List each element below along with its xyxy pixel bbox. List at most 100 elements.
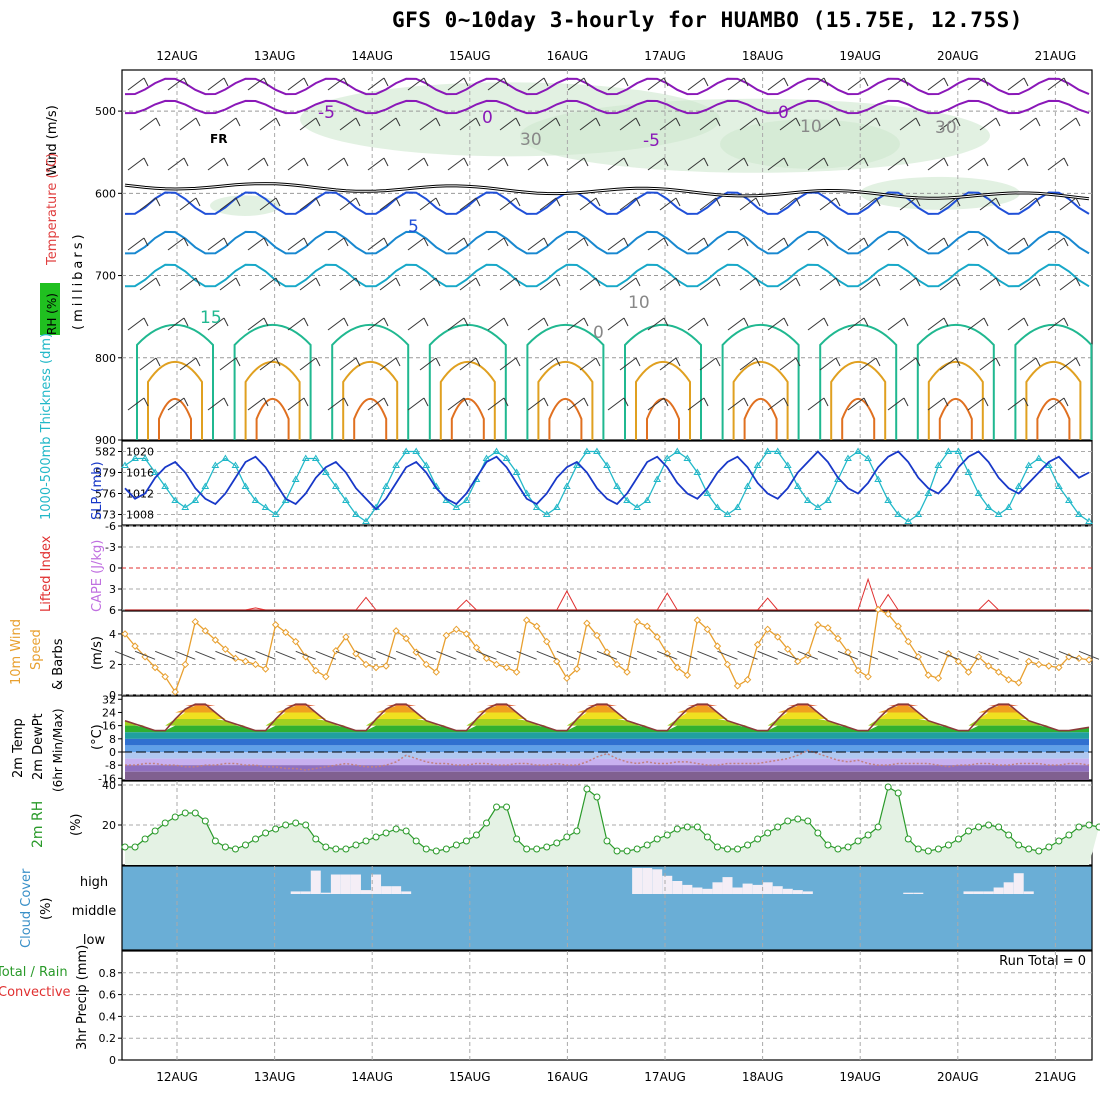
surface-wind-barb [938,650,959,660]
temp-contour-5 [124,191,1090,215]
wind-barb-flag [423,317,429,327]
wind-speed-marker [261,665,270,673]
wind-barb [367,397,385,411]
wind-barb [247,157,265,171]
wind-speed-marker [512,668,521,676]
wind-barb [979,277,997,291]
lifted-index-spike [456,599,477,611]
rh-marker [864,831,872,839]
wind-speed-marker [372,663,380,672]
cloud-level-label: low [83,933,106,948]
wind-speed-marker [593,631,601,640]
thickness-marker [623,496,631,503]
wind-barb [527,397,545,411]
wind-barb [287,157,305,171]
wind-barb [739,117,757,131]
wind-barb [1007,317,1025,331]
wind-speed-marker [442,631,451,640]
thickness-marker [151,468,160,475]
wind-barb-flag [343,77,349,87]
wind-barb-flag [1035,357,1041,367]
wind-barb [247,397,265,411]
thickness-marker [603,461,611,468]
wind-barb [927,237,945,251]
ua-wind-label: Wind (m/s) [45,105,60,176]
wind-barb [299,197,317,211]
wind-speed-marker [221,645,230,653]
wind-barb [527,77,545,91]
wind-barb [487,157,505,171]
temp-arch-contour [353,398,388,440]
wind-barb-flag [155,277,161,287]
surface-wind-barb [837,650,859,660]
cloud-label: Cloud Cover [19,868,34,948]
wind-barb [859,117,877,131]
wind-barb [167,237,185,251]
surface-wind-barb [817,650,839,660]
chart-title: GFS 0~10day 3-hourly for HUAMBO (15.75E,… [392,8,1023,32]
wind-barb [447,317,465,331]
surface-wind-barb [616,650,638,660]
surface-wind-barb [436,650,457,660]
wind-barb [699,277,717,291]
wind-barb-flag [395,357,401,367]
wind-barb-flag [555,197,561,207]
thickness-marker [191,496,200,503]
rh-marker [663,831,671,839]
wind-barb-flag [235,117,241,127]
rh-shading [720,119,900,169]
wind-barb-flag [755,117,761,127]
high-cloud-bar [782,888,793,894]
wind-barb-flag [943,157,949,167]
wind-barb-flag [875,117,881,127]
thickness-marker [352,510,360,517]
wind-speed-marker [653,633,661,641]
wind-barb-flag [423,397,429,407]
wind-barb-flag [943,317,949,327]
wind-barb [459,197,477,211]
wind-barb [339,117,357,131]
slp-line [124,450,1090,511]
wind-barb-flag [743,157,749,167]
wind-speed-marker [784,645,792,653]
t2m-label-line3: (6hr Min/Max) [51,709,65,793]
temp-arch-contour [721,323,800,440]
wind-barb-flag [183,317,189,327]
wind-barb [459,357,477,371]
y-tick-label: 573 [95,509,116,522]
wind-barb-flag [195,197,201,207]
surface-wind-barb [195,650,216,660]
thickness-marker [773,447,782,454]
wind-speed-marker [241,657,250,666]
wind-barb-flag [783,157,789,167]
wind-barb-flag [183,157,189,167]
wind-barb [1019,277,1037,291]
y-tick-label: 900 [95,434,116,447]
wind-barb-flag [475,117,481,127]
wind-barb-flag [983,317,989,327]
rh-marker [221,843,229,851]
temp-arch-contour [439,360,496,440]
wind-barb-flag [623,157,629,167]
wind-barb [659,117,677,131]
wind-barb [1019,357,1037,371]
rh-marker [1045,843,1053,851]
thickness-marker [613,482,621,489]
wind-barb [939,357,957,371]
wind-barb-flag [1063,397,1069,407]
high-cloud-bar [742,883,753,894]
surface-wind-barb [1078,650,1100,660]
rh-marker [211,837,219,845]
wind-barb-flag [303,157,309,167]
rh-marker [382,829,390,837]
rh-marker [141,835,149,843]
wind-barb [647,317,665,331]
wind-speed-marker [281,628,290,637]
wind-barb [139,117,157,131]
thickness-marker [673,447,682,454]
rh-marker [523,845,531,853]
wind-barb-flag [423,77,429,87]
wind-barb-flag [823,77,829,87]
wind-barb [1059,357,1077,371]
wind-barb [939,277,957,291]
